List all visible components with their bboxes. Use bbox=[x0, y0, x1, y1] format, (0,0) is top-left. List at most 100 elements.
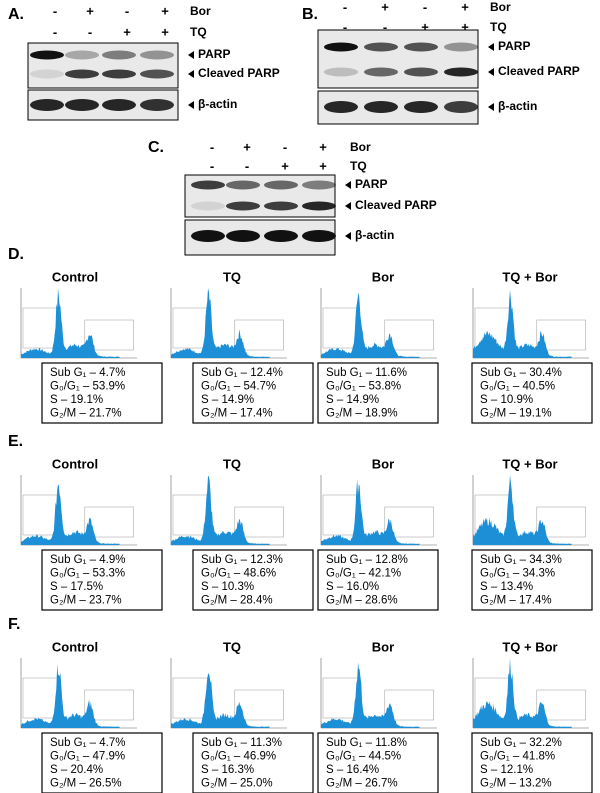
gate bbox=[22, 494, 59, 536]
stat-line: G₀/G₁ – 53.3% bbox=[50, 568, 125, 580]
band-label: Cleaved PARP bbox=[198, 66, 280, 80]
blot-band bbox=[140, 69, 174, 79]
histogram bbox=[21, 484, 120, 545]
stat-line: S – 16.3% bbox=[201, 764, 254, 776]
stat-line: S – 14.9% bbox=[201, 394, 254, 406]
stat-line: G₀/G₁ – 34.3% bbox=[480, 568, 555, 580]
stat-line: Sub G₁ – 4.9% bbox=[50, 554, 125, 566]
band-label: PARP bbox=[355, 177, 387, 191]
blot-band bbox=[324, 101, 358, 113]
gate bbox=[84, 689, 134, 721]
arrowhead bbox=[188, 51, 194, 59]
blot-band bbox=[302, 201, 336, 211]
gate bbox=[22, 307, 59, 349]
blot-band bbox=[364, 101, 398, 113]
gate bbox=[384, 506, 434, 538]
stat-line: G₀/G₁ – 53.9% bbox=[50, 381, 125, 393]
histogram-title: TQ bbox=[223, 639, 241, 654]
stat-line: S – 19.1% bbox=[50, 394, 103, 406]
blot-band bbox=[30, 50, 64, 60]
blot-band bbox=[264, 201, 298, 211]
stats-box bbox=[41, 549, 163, 611]
stat-line: Sub G₁ – 12.4% bbox=[201, 367, 283, 379]
stat-line: G₂/M – 28.6% bbox=[326, 595, 398, 607]
histogram bbox=[21, 664, 120, 728]
treatment-sign: + bbox=[381, 0, 389, 14]
stat-line: Sub G₁ – 4.7% bbox=[50, 737, 125, 749]
treatment-sign: + bbox=[421, 19, 429, 34]
blot-band bbox=[65, 99, 99, 111]
histogram bbox=[171, 476, 270, 545]
treatment-sign: - bbox=[283, 139, 287, 154]
panel-label: B. bbox=[302, 6, 318, 23]
treatment-sign: + bbox=[319, 139, 327, 154]
panel-label: D. bbox=[8, 246, 24, 263]
treatment-label: Bor bbox=[490, 0, 511, 14]
gate bbox=[322, 307, 359, 349]
stat-line: Sub G₁ – 32.2% bbox=[480, 737, 562, 749]
panel-label: F. bbox=[8, 616, 20, 633]
histogram-title: TQ bbox=[223, 269, 241, 284]
band-label: PARP bbox=[198, 47, 230, 61]
stat-line: S – 10.3% bbox=[201, 581, 254, 593]
treatment-sign: - bbox=[383, 19, 387, 34]
stat-line: G₂/M – 18.9% bbox=[326, 408, 398, 420]
histogram-title: TQ + Bor bbox=[502, 639, 557, 654]
gate bbox=[84, 506, 134, 538]
blot-band bbox=[191, 201, 225, 211]
band-label: β-actin bbox=[355, 228, 394, 242]
stat-line: G₀/G₁ – 42.1% bbox=[326, 568, 401, 580]
histogram bbox=[171, 288, 270, 358]
blot-band bbox=[404, 42, 438, 52]
stat-line: Sub G₁ – 30.4% bbox=[480, 367, 562, 379]
stat-line: G₂/M – 28.4% bbox=[201, 595, 273, 607]
blot-band bbox=[226, 230, 260, 242]
gate bbox=[384, 689, 434, 721]
gate bbox=[22, 677, 59, 719]
band-label: PARP bbox=[498, 39, 530, 53]
stat-line: Sub G₁ – 12.3% bbox=[201, 554, 283, 566]
blot-band bbox=[140, 99, 174, 111]
histogram-title: Control bbox=[52, 639, 98, 654]
blot-band bbox=[191, 180, 225, 190]
blot-frame bbox=[27, 42, 179, 89]
stat-line: G₀/G₁ – 41.8% bbox=[480, 751, 555, 763]
stat-line: G₀/G₁ – 40.5% bbox=[480, 381, 555, 393]
histogram-title: TQ + Bor bbox=[502, 456, 557, 471]
stat-line: S – 13.4% bbox=[480, 581, 533, 593]
stat-line: G₂/M – 17.4% bbox=[480, 595, 552, 607]
arrowhead bbox=[488, 43, 494, 51]
histogram bbox=[473, 658, 572, 728]
gate bbox=[234, 689, 284, 721]
stat-line: G₂/M – 19.1% bbox=[480, 408, 552, 420]
treatment-sign: + bbox=[243, 139, 251, 154]
band-label: β-actin bbox=[498, 99, 537, 113]
histogram-title: TQ + Bor bbox=[502, 269, 557, 284]
stats-box bbox=[471, 732, 593, 793]
stats-box bbox=[41, 362, 163, 424]
stat-line: G₂/M – 17.4% bbox=[201, 408, 273, 420]
stat-line: G₀/G₁ – 47.9% bbox=[50, 751, 125, 763]
stat-line: S – 14.9% bbox=[326, 394, 379, 406]
histogram-title: Control bbox=[52, 269, 98, 284]
blot-band bbox=[226, 180, 260, 190]
gate bbox=[536, 506, 586, 538]
treatment-label: TQ bbox=[350, 159, 367, 173]
stat-line: S – 12.1% bbox=[480, 764, 533, 776]
gate bbox=[172, 307, 209, 349]
histogram bbox=[473, 289, 572, 358]
arrowhead bbox=[188, 101, 194, 109]
treatment-label: Bor bbox=[350, 140, 371, 154]
stats-box bbox=[471, 549, 593, 611]
treatment-label: Bor bbox=[190, 4, 211, 18]
treatment-sign: + bbox=[161, 3, 169, 18]
stat-line: Sub G₁ – 12.8% bbox=[326, 554, 408, 566]
arrowhead bbox=[345, 181, 351, 189]
blot-band bbox=[404, 67, 438, 77]
treatment-sign: - bbox=[53, 3, 57, 18]
stat-line: Sub G₁ – 11.6% bbox=[326, 367, 407, 379]
arrowhead bbox=[345, 202, 351, 210]
histogram-title: Control bbox=[52, 456, 98, 471]
blot-band bbox=[102, 50, 136, 60]
treatment-sign: - bbox=[125, 3, 129, 18]
